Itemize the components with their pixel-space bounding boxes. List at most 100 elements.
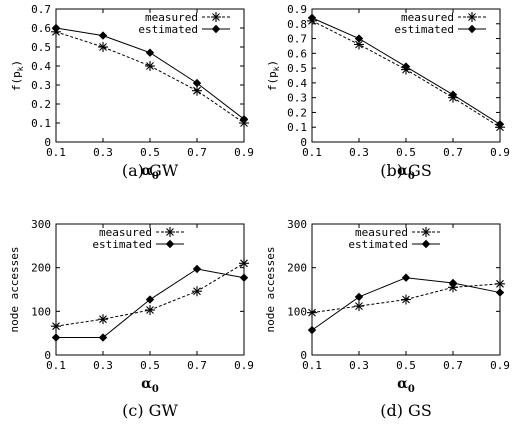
x-tick-label: 0.3 — [93, 359, 113, 372]
legend-label-measured: measured — [145, 11, 198, 24]
x-tick-label: 0.5 — [140, 146, 160, 159]
y-tick-label: 0.4 — [31, 60, 51, 73]
legend-marker-estimated — [211, 24, 221, 34]
legend-marker-measured — [421, 227, 431, 237]
data-point-estimated — [192, 78, 202, 88]
x-tick-label: 0.5 — [396, 359, 416, 372]
y-tick-label: 0.9 — [287, 3, 307, 16]
data-point-measured — [98, 42, 108, 52]
data-point-estimated — [51, 333, 61, 342]
y-tick-label: 0 — [44, 349, 51, 362]
data-point-estimated — [307, 325, 317, 335]
y-tick-label: 100 — [31, 305, 51, 318]
series-line-measured — [55, 31, 245, 124]
y-tick-label: 100 — [287, 305, 307, 318]
data-point-measured — [495, 278, 505, 289]
legend-marker-measured — [467, 12, 477, 22]
data-point-estimated — [51, 23, 61, 33]
y-axis-label: node accesses — [264, 246, 277, 332]
legend-marker-measured — [211, 12, 221, 22]
legend-marker-estimated — [467, 24, 477, 34]
data-point-measured — [307, 307, 317, 318]
x-tick-label: 0.1 — [46, 146, 66, 159]
legend-marker-measured — [165, 227, 175, 237]
y-tick-label: 300 — [287, 218, 307, 231]
x-tick-label: 0.5 — [140, 359, 160, 372]
y-tick-label: 0.6 — [31, 22, 51, 35]
data-point-measured — [51, 321, 61, 332]
y-axis-label: f(pk) — [266, 60, 281, 91]
data-point-estimated — [98, 333, 108, 342]
data-point-measured — [239, 258, 249, 269]
y-axis-label: f(pk) — [10, 60, 25, 91]
y-tick-label: 0.1 — [31, 117, 51, 130]
y-tick-label: 0.3 — [287, 92, 307, 105]
legend-label-measured: measured — [355, 226, 408, 239]
x-tick-label: 0.9 — [234, 146, 254, 159]
x-tick-label: 0.7 — [443, 146, 463, 159]
y-tick-label: 300 — [31, 218, 51, 231]
data-point-estimated — [401, 273, 411, 282]
legend-marker-estimated — [165, 239, 175, 249]
data-point-estimated — [239, 115, 249, 124]
data-point-estimated — [145, 48, 155, 57]
x-tick-label: 0.9 — [234, 359, 254, 372]
panel-caption: (b) GS — [380, 161, 432, 180]
data-point-estimated — [192, 264, 202, 274]
x-axis-label: α0 — [397, 376, 415, 395]
legend-label-estimated: estimated — [348, 238, 408, 251]
legend-label-measured: measured — [401, 11, 454, 24]
data-point-estimated — [354, 292, 364, 302]
data-point-estimated — [239, 273, 249, 282]
x-tick-label: 0.9 — [490, 146, 510, 159]
data-point-estimated — [448, 90, 458, 99]
y-tick-label: 0.2 — [287, 106, 307, 119]
data-point-estimated — [495, 288, 505, 297]
legend-label-estimated: estimated — [138, 23, 198, 36]
x-tick-label: 0.7 — [187, 146, 207, 159]
data-point-estimated — [307, 13, 317, 23]
x-tick-label: 0.1 — [46, 359, 66, 372]
chart-panel-2: 0.1 0.3 0.5 0.7 0.900.10.20.30.40.50.60.70.8… — [266, 3, 510, 182]
y-tick-label: 0.7 — [287, 33, 307, 46]
y-tick-label: 0.3 — [31, 79, 51, 92]
y-tick-label: 0.5 — [31, 41, 51, 54]
panel-caption: (d) GS — [380, 401, 432, 420]
y-tick-label: 0.2 — [31, 98, 51, 111]
x-tick-label: 0.7 — [443, 359, 463, 372]
panel-caption: (a) GW — [122, 161, 179, 180]
x-axis-label: α0 — [141, 376, 159, 395]
y-tick-label: 0 — [300, 349, 307, 362]
x-tick-label: 0.1 — [302, 359, 322, 372]
x-tick-label: 0.7 — [187, 359, 207, 372]
y-tick-label: 200 — [31, 262, 51, 275]
y-tick-label: 0 — [300, 136, 307, 149]
y-tick-label: 0.6 — [287, 47, 307, 60]
data-point-measured — [145, 305, 155, 316]
data-point-measured — [145, 61, 155, 71]
data-point-estimated — [495, 120, 505, 129]
data-point-measured — [354, 301, 364, 312]
x-tick-label: 0.5 — [396, 146, 416, 159]
y-tick-label: 0.4 — [287, 77, 307, 90]
panel-caption: (c) GW — [122, 401, 178, 420]
data-point-estimated — [98, 31, 108, 40]
legend-marker-estimated — [421, 239, 431, 249]
chart-panel-3: 0.1 0.3 0.5 0.7 0.9 0 100 200 300 node accesses α0… — [8, 218, 254, 420]
chart-panel-1: 0.1 0.3 0.5 0.7 0.900.10.20.30.40.50.60.7f(p… — [10, 3, 254, 182]
y-tick-label: 0.8 — [287, 18, 307, 31]
y-axis-label: node accesses — [8, 246, 21, 332]
data-point-measured — [401, 294, 411, 305]
y-tick-label: 200 — [287, 262, 307, 275]
data-point-measured — [98, 314, 108, 325]
y-tick-label: 0 — [44, 136, 51, 149]
series-line-estimated — [55, 27, 245, 120]
data-point-estimated — [354, 34, 364, 43]
data-point-estimated — [401, 62, 411, 71]
legend-label-estimated: estimated — [394, 23, 454, 36]
